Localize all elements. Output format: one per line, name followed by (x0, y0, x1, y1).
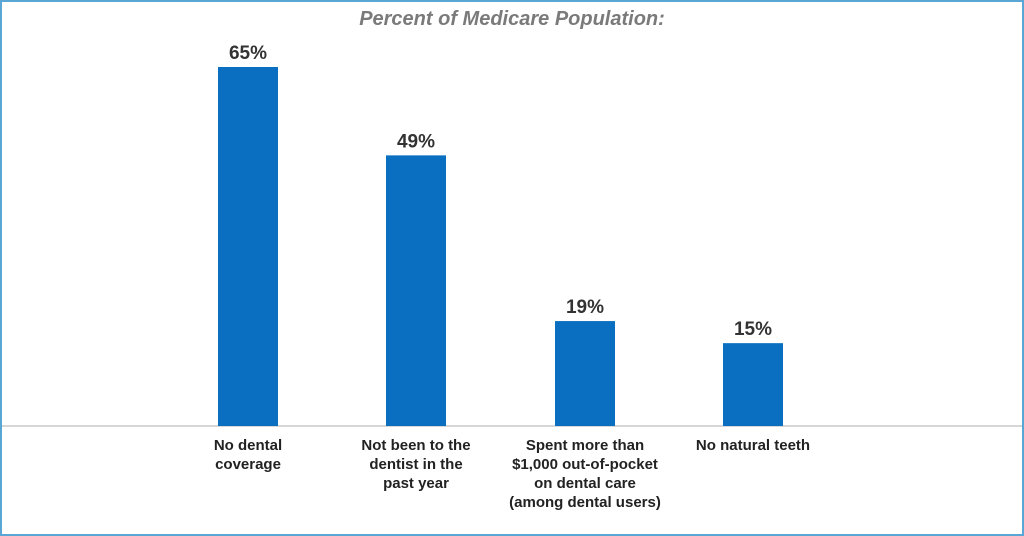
value-label-3: 19% (566, 297, 604, 318)
bar-2 (386, 155, 446, 426)
value-label-4: 15% (734, 319, 772, 340)
value-label-2: 49% (397, 131, 435, 152)
chart-title: Percent of Medicare Population: (359, 8, 665, 30)
bar-4 (723, 343, 783, 426)
category-label-2: Not been to the dentist in the past year (361, 437, 470, 492)
category-label-1: No dental coverage (214, 437, 282, 473)
value-label-1: 65% (229, 43, 267, 64)
bar-3 (555, 321, 615, 426)
category-label-3: Spent more than $1,000 out-of-pocket on de… (509, 437, 661, 511)
bar-1 (218, 67, 278, 426)
category-label-4: No natural teeth (696, 437, 810, 454)
bars-group: 65% No dental coverage 49% Not been to the de… (214, 43, 810, 511)
